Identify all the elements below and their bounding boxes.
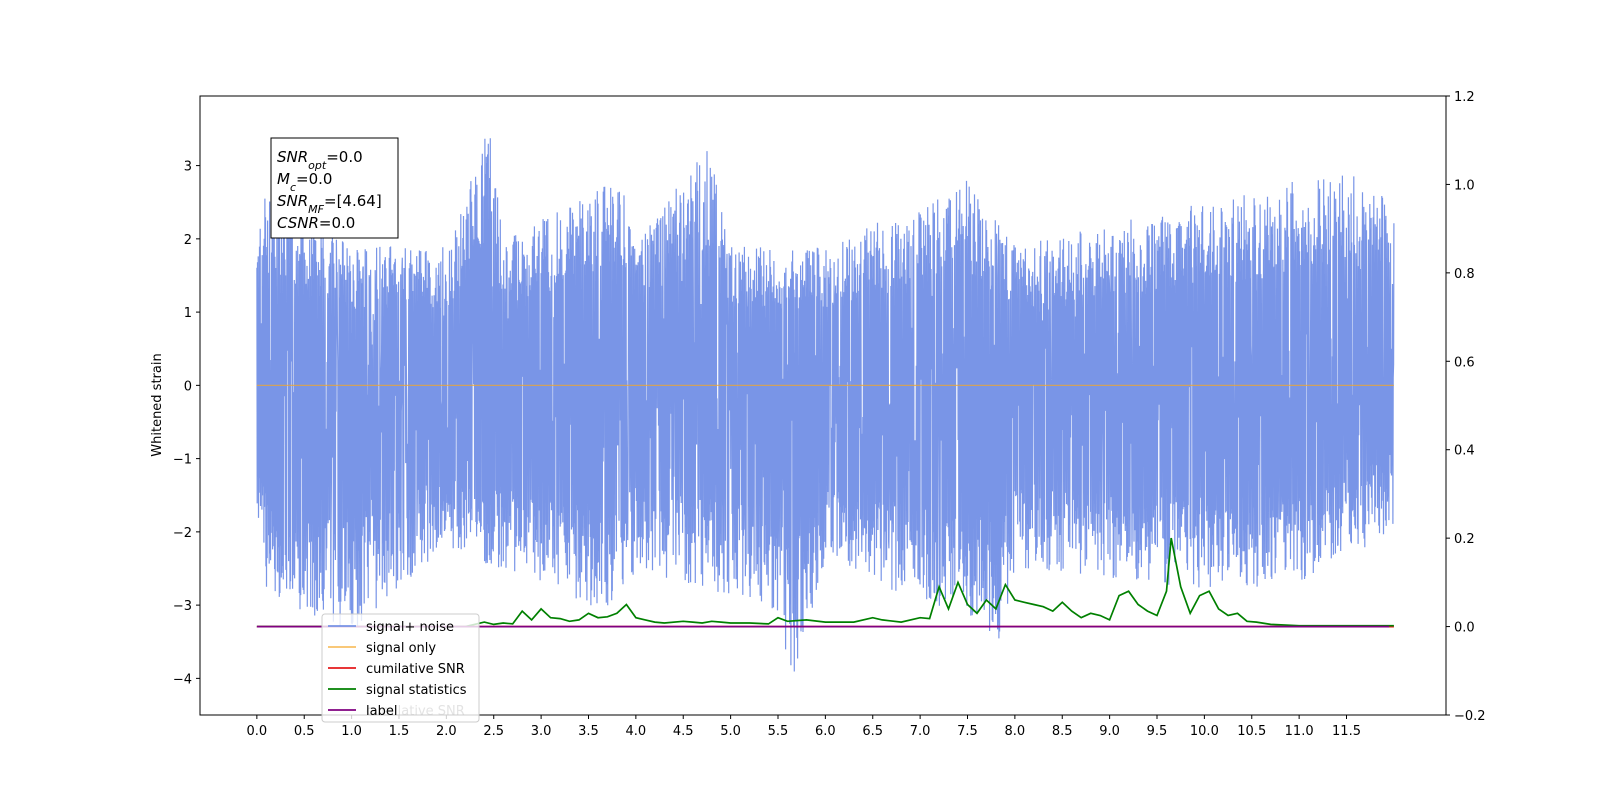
x-tick-label: 11.5 (1332, 724, 1361, 739)
y-tick-label: −2 (173, 526, 192, 541)
y-tick-label: −4 (173, 672, 192, 687)
x-tick-label: 2.5 (483, 724, 504, 739)
series-signal-noise-line (256, 138, 1395, 672)
x-tick-label: 5.5 (768, 724, 789, 739)
legend-label: cumilative SNR (366, 662, 465, 677)
x-tick-label: 11.0 (1285, 724, 1314, 739)
annotation-line: SNRopt=0.0 (277, 148, 363, 172)
y2-tick-label: 0.6 (1454, 355, 1475, 370)
y2-tick-label: 1.0 (1454, 178, 1475, 193)
y2-tick-label: 0.4 (1454, 444, 1475, 459)
x-tick-label: 1.0 (341, 724, 362, 739)
y-axis-label: Whitened strain (150, 353, 165, 456)
y-tick-label: 1 (184, 306, 192, 321)
y2-tick-label: 0.0 (1454, 621, 1475, 636)
x-tick-label: 4.0 (626, 724, 647, 739)
x-tick-label: 1.5 (389, 724, 410, 739)
ticks-layer: 0.0 0.5 1.0 1.5 2.0 2.5 3.0 3.5 4.0 4.5 5.0 5.5 6.0 6… (173, 90, 1486, 739)
y2-tick-label: 0.2 (1454, 532, 1475, 547)
y-tick-label: −1 (173, 453, 192, 468)
legend-ghost-label: cumilative SNR (366, 704, 465, 719)
plot-frame (199, 95, 1447, 716)
x-tick-label: 4.5 (673, 724, 694, 739)
legend-label: signal statistics (366, 683, 467, 698)
annotation-line: CSNR=0.0 (277, 214, 355, 232)
x-tick-label: 10.5 (1237, 724, 1266, 739)
y2-tick-label: −0.2 (1454, 709, 1486, 724)
annotation-line: Mc=0.0 (277, 170, 332, 194)
x-tick-label: 8.5 (1052, 724, 1073, 739)
y-tick-label: 0 (184, 379, 192, 394)
x-tick-label: 2.0 (436, 724, 457, 739)
annotation-line: SNRMF=[4.64] (277, 192, 382, 216)
x-tick-label: 6.0 (815, 724, 836, 739)
y-tick-label: −3 (173, 599, 192, 614)
x-tick-label: 5.0 (720, 724, 741, 739)
x-tick-label: 0.0 (247, 724, 268, 739)
legend-label: signal only (366, 641, 436, 656)
x-tick-label: 3.5 (578, 724, 599, 739)
x-tick-label: 9.0 (1099, 724, 1120, 739)
x-tick-label: 8.0 (1005, 724, 1026, 739)
legend-label: label (366, 704, 397, 719)
x-tick-label: 6.5 (862, 724, 883, 739)
x-tick-label: 9.5 (1147, 724, 1168, 739)
series-signal-statistics-line (256, 537, 1394, 628)
legend-label: signal+ noise (366, 620, 454, 635)
y-tick-label: 2 (184, 233, 192, 248)
y2-tick-label: 1.2 (1454, 90, 1475, 105)
y-tick-label: 3 (184, 160, 192, 175)
x-tick-label: 3.0 (531, 724, 552, 739)
y2-tick-label: 0.8 (1454, 267, 1475, 282)
x-tick-label: 0.5 (294, 724, 315, 739)
x-tick-label: 10.0 (1190, 724, 1219, 739)
x-tick-label: 7.0 (910, 724, 931, 739)
legend: signal+ noise signal only cumilative SNR si… (321, 613, 480, 723)
signal-noise-layer (256, 138, 1395, 672)
x-tick-label: 7.5 (957, 724, 978, 739)
